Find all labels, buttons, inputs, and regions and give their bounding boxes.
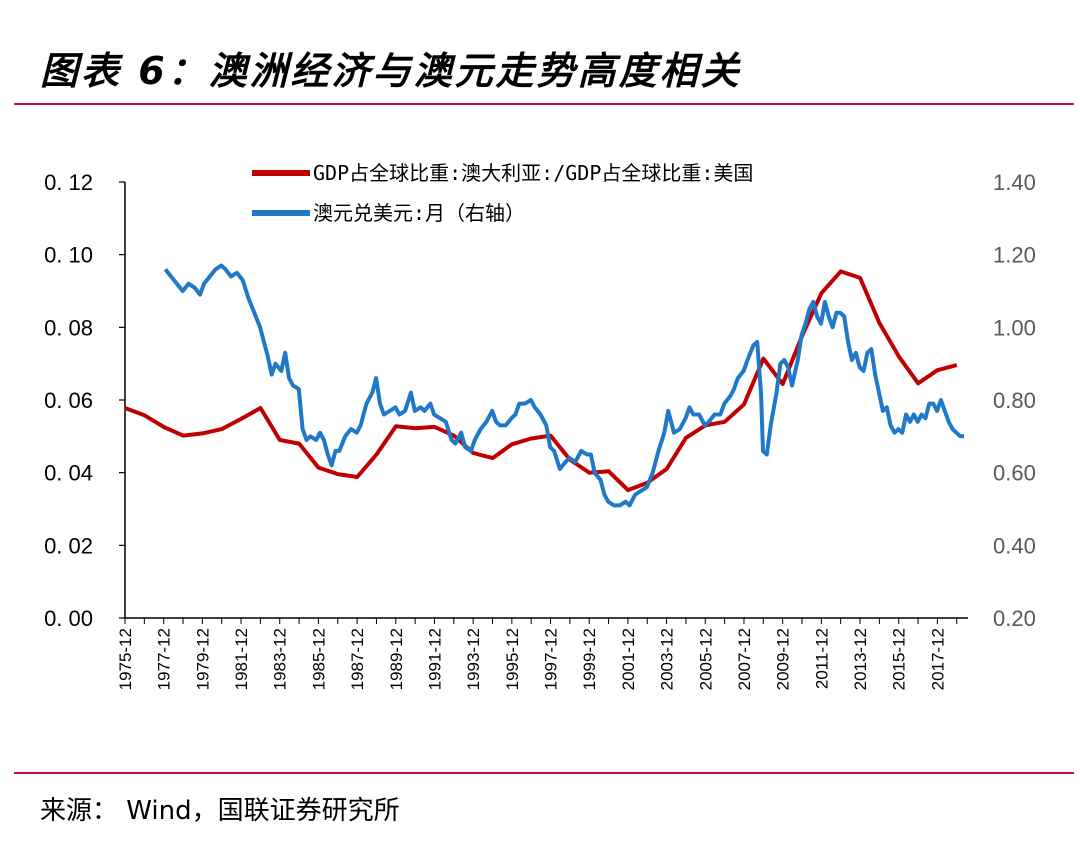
- x-tick-label: 1983-12: [271, 628, 290, 690]
- series-line-aud-usd: [163, 263, 965, 508]
- x-tick-label: 1997-12: [542, 628, 561, 690]
- x-tick-label: 1995-12: [503, 628, 522, 690]
- x-tick-label: 2013-12: [851, 628, 870, 690]
- source-note: 来源： Wind，国联证券研究所: [40, 796, 400, 826]
- y-right-tick-label: 0.60: [993, 461, 1036, 486]
- y-left-tick-label: 0. 08: [44, 315, 93, 340]
- y-left-tick-label: 0. 10: [44, 243, 93, 268]
- y-right-tick-label: 0.40: [993, 533, 1036, 558]
- x-tick-label: 1979-12: [193, 628, 212, 690]
- y-right-tick-label: 1.40: [993, 170, 1036, 195]
- y-right-tick-label: 1.00: [993, 315, 1036, 340]
- x-tick-label: 1975-12: [116, 628, 135, 690]
- y-left-tick-label: 0. 12: [44, 170, 93, 195]
- y-left-tick-label: 0. 00: [44, 606, 93, 631]
- x-tick-label: 1989-12: [387, 628, 406, 690]
- x-tick-label: 2001-12: [619, 628, 638, 690]
- x-tick-label: 1993-12: [464, 628, 483, 690]
- footer-divider: [14, 772, 1074, 774]
- series-line-gdp-ratio: [124, 269, 958, 493]
- x-tick-label: 2015-12: [890, 628, 909, 690]
- x-tick-label: 1999-12: [580, 628, 599, 690]
- x-tick-label: 1977-12: [155, 628, 174, 690]
- x-tick-label: 1981-12: [232, 628, 251, 690]
- page-title: 图表 6：澳洲经济与澳元走势高度相关: [40, 49, 742, 93]
- y-right-tick-label: 0.80: [993, 388, 1036, 413]
- y-left-tick-label: 0. 06: [44, 388, 93, 413]
- x-tick-label: 1987-12: [348, 628, 367, 690]
- title-divider: [14, 103, 1074, 105]
- x-tick-label: 1991-12: [425, 628, 444, 690]
- y-right-tick-label: 0.20: [993, 606, 1036, 631]
- y-left-tick-label: 0. 04: [44, 461, 93, 486]
- legend-label: GDP占全球比重:澳大利亚:/GDP占全球比重:美国: [313, 161, 753, 185]
- legend-label: 澳元兑美元:月（右轴）: [313, 201, 525, 225]
- x-tick-label: 2007-12: [735, 628, 754, 690]
- x-tick-label: 2005-12: [696, 628, 715, 690]
- x-tick-label: 2009-12: [774, 628, 793, 690]
- x-tick-label: 1985-12: [309, 628, 328, 690]
- x-tick-label: 2003-12: [658, 628, 677, 690]
- x-tick-label: 2017-12: [928, 628, 947, 690]
- y-left-tick-label: 0. 02: [44, 533, 93, 558]
- x-tick-label: 2011-12: [812, 628, 831, 689]
- y-right-tick-label: 1.20: [993, 243, 1036, 268]
